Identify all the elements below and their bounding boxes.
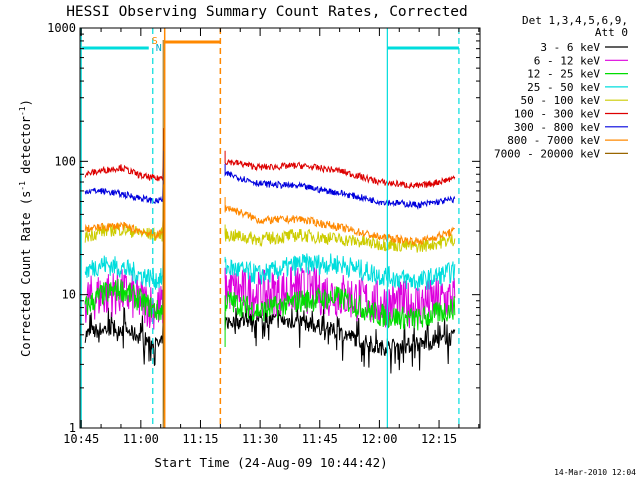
series-line-2-segment-1	[224, 286, 456, 347]
series-line-6-segment-1	[224, 163, 456, 211]
series-line-7-segment-0	[84, 184, 165, 429]
x-tick-label-5: 12:00	[361, 432, 397, 446]
legend-label-1: 6 - 12 keV	[534, 54, 601, 67]
x-tick-label-1: 11:00	[123, 432, 159, 446]
chart-title: HESSI Observing Summary Count Rates, Cor…	[66, 4, 468, 20]
y-label-part-3: )	[19, 99, 33, 106]
x-tick-label-6: 12:15	[421, 432, 457, 446]
y-tick-label-3: 1000	[47, 21, 76, 35]
legend-label-3: 25 - 50 keV	[527, 81, 600, 94]
night-marker-label: N	[156, 43, 162, 54]
series-line-1-segment-0	[84, 256, 165, 429]
y-label-sup-2: -1	[18, 106, 27, 116]
y-tick-label-1: 10	[62, 288, 76, 302]
series-line-3-segment-1	[224, 253, 456, 292]
y-tick-label-2: 100	[54, 154, 76, 168]
legend-label-4: 50 - 100 keV	[521, 94, 601, 107]
x-tick-label-2: 11:15	[182, 432, 218, 446]
y-label-part-1: Corrected Count Rate (s	[19, 191, 33, 357]
y-axis-label: Corrected Count Rate (s-1 detector-1)	[18, 99, 33, 357]
x-axis-label: Start Time (24-Aug-09 10:44:42)	[154, 455, 387, 470]
y-label-sup-1: -1	[18, 181, 27, 191]
legend-header-line-2: Att 0	[595, 26, 628, 39]
x-tick-label-3: 11:30	[242, 432, 278, 446]
timestamp: 14-Mar-2010 12:04	[554, 468, 636, 477]
legend-label-2: 12 - 25 keV	[527, 68, 600, 81]
legend-label-8: 7000 - 20000 keV	[494, 147, 600, 160]
legend-header-line-1: Det 1,3,4,5,6,9,	[522, 14, 628, 27]
series-line-5-segment-0	[84, 128, 165, 429]
y-axis-label-text: Corrected Count Rate (s-1 detector-1)	[18, 99, 33, 357]
series-line-0-segment-0	[84, 294, 165, 429]
x-tick-label-4: 11:45	[302, 432, 338, 446]
legend-label-7: 800 - 7000 keV	[507, 134, 600, 147]
saa-marker-label: S	[152, 36, 158, 47]
y-label-part-2: detector	[19, 116, 33, 181]
series-line-2-segment-0	[84, 260, 165, 429]
series-line-7-segment-1	[224, 197, 455, 247]
x-tick-label-0: 10:45	[63, 432, 99, 446]
y-tick-label-0: 1	[69, 421, 76, 435]
legend-label-6: 300 - 800 keV	[514, 121, 600, 134]
plot-area: SN 10:45 11:00 11:15 11:30 11:45 12:00 12:15 1 10…	[47, 21, 481, 446]
series-line-4-segment-1	[224, 224, 456, 253]
series-line-6-segment-0	[84, 150, 165, 429]
series-line-3-segment-0	[84, 228, 165, 429]
legend-label-5: 100 - 300 keV	[514, 108, 600, 121]
legend-label-0: 3 - 6 keV	[540, 41, 600, 54]
series-line-0-segment-1	[224, 298, 456, 374]
series-line-5-segment-1	[224, 150, 456, 190]
